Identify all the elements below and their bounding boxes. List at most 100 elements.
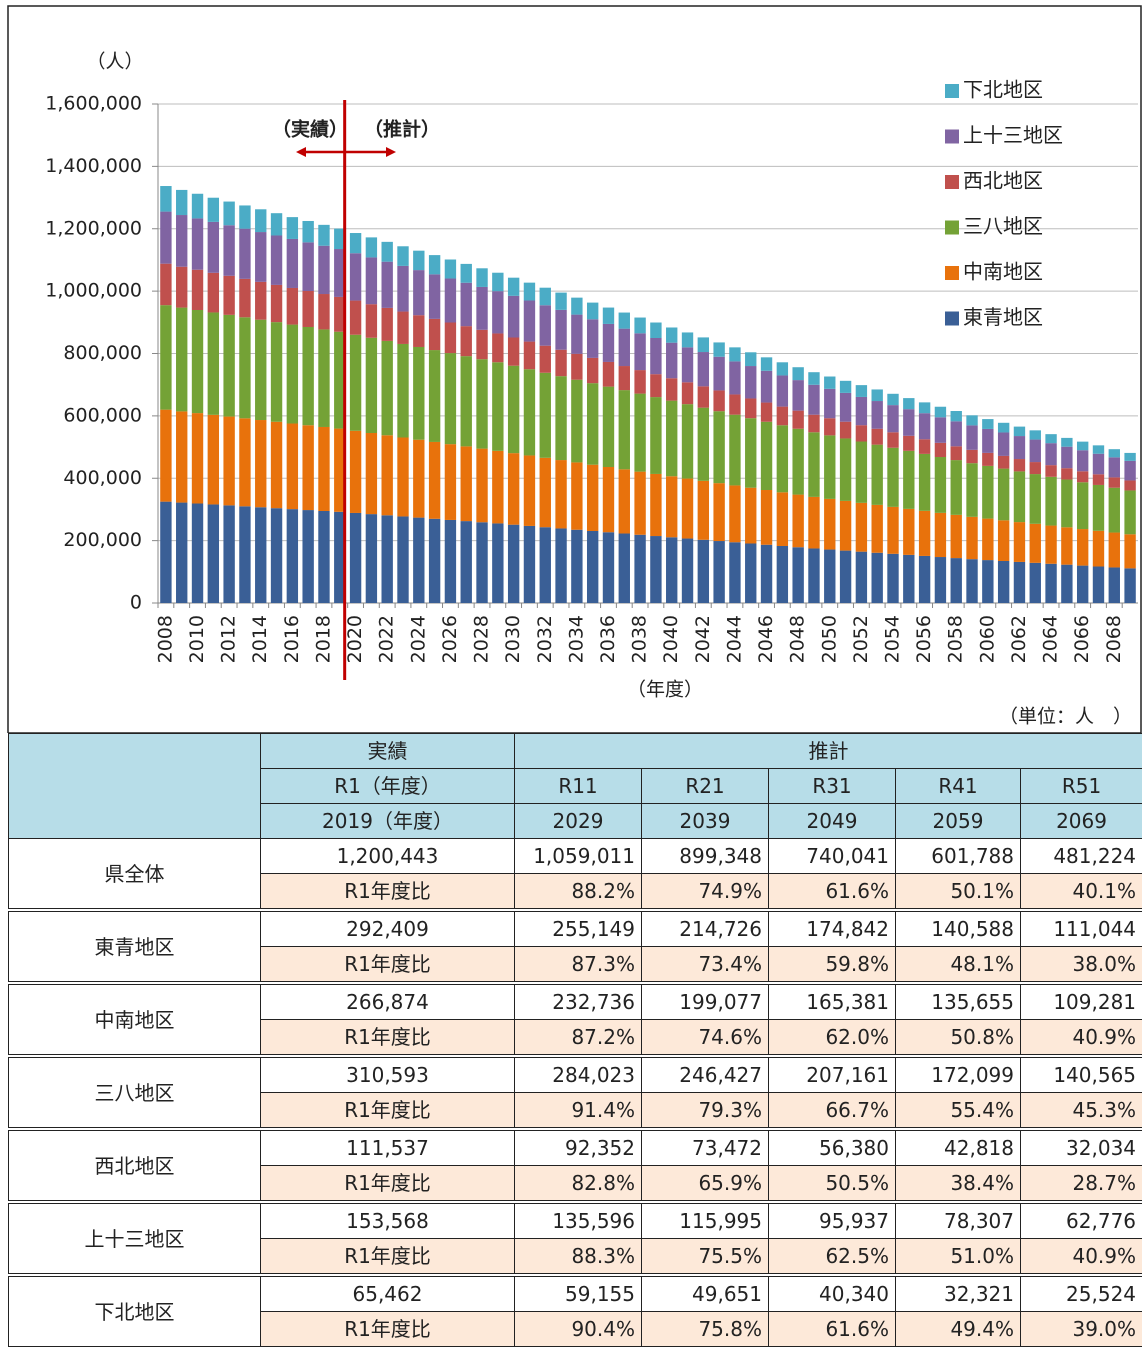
data-table: 実績 推計 R1（年度） R11 R21 R31 R41 R51 2019（年度） 2029 203…	[8, 733, 1142, 1347]
table-cell: 199,077	[641, 981, 769, 1020]
bar-segment	[365, 304, 378, 338]
legend-swatch	[945, 129, 959, 144]
table-row: R1年度比 87.3% 73.4% 59.8% 48.1% 38.0%	[9, 946, 1142, 984]
bar-segment	[318, 224, 330, 246]
bar-segment	[539, 457, 551, 528]
bar-segment	[839, 380, 852, 393]
table-cell: 56,380	[768, 1127, 896, 1166]
bar-segment	[255, 281, 267, 320]
bar-segment	[302, 425, 314, 511]
bar-segment	[760, 490, 773, 545]
table-cell: 111,044	[1019, 908, 1142, 947]
bar-segment	[207, 312, 220, 415]
table-cell: 255,149	[514, 908, 642, 947]
table-row: 2019（年度） 2029 2039 2049 2059 2069	[9, 803, 1142, 839]
annotation: （推計）	[364, 118, 440, 141]
bar-segment	[729, 347, 741, 362]
table-cell: 40.9%	[1019, 1238, 1142, 1276]
bar-segment	[634, 317, 646, 334]
table-cell: 87.3%	[514, 946, 642, 984]
x-tick-label: 2012	[218, 615, 240, 663]
bar-segment	[666, 342, 678, 379]
table-cell: 95,937	[768, 1200, 896, 1239]
table-cell: 65.9%	[641, 1165, 769, 1203]
bar-segment	[650, 536, 662, 603]
bar-segment	[492, 523, 504, 603]
bar-segment	[571, 529, 583, 603]
bar-segment	[808, 384, 820, 415]
bar-segment	[586, 530, 599, 603]
bar-segment	[176, 411, 188, 503]
table-cell: 207,161	[768, 1054, 896, 1093]
bar-segment	[1029, 462, 1041, 475]
table-row: 三八地区 310,593 284,023 246,427 207,161 172,099 1…	[8, 1054, 1142, 1130]
table-cell: 西北地区	[8, 1127, 261, 1203]
bar-segment	[1029, 439, 1041, 463]
bar-segment	[839, 438, 852, 501]
bar-segment	[349, 512, 362, 603]
bar-segment	[444, 353, 457, 445]
bar-segment	[1092, 453, 1105, 475]
bar-segment	[507, 365, 520, 454]
x-tick-label: 2020	[344, 615, 366, 663]
x-tick-label: 2022	[376, 615, 398, 663]
x-tick-label: 2010	[186, 615, 208, 663]
bar-segment	[507, 295, 520, 338]
bar-segment	[428, 350, 441, 442]
bar-segment	[745, 366, 757, 399]
bar-segment	[397, 311, 409, 344]
bar-segment	[618, 366, 630, 391]
bar-segment	[871, 428, 883, 445]
bar-segment	[1061, 564, 1073, 603]
bar-segment	[934, 512, 947, 558]
legend-label: 東青地区	[963, 305, 1043, 329]
bar-segment	[618, 533, 630, 603]
bar-segment	[507, 277, 520, 296]
bar-segment	[286, 509, 299, 603]
bar-segment	[887, 553, 899, 603]
bar-segment	[334, 511, 346, 603]
table-cell: 66.7%	[768, 1092, 896, 1130]
table-cell: 62,776	[1019, 1200, 1142, 1239]
x-tick-label: 2046	[755, 615, 777, 663]
table-cell: 1,200,443	[260, 838, 515, 874]
table-cell: 59.8%	[768, 946, 896, 984]
bar-segment	[934, 417, 947, 443]
table-cell: R1年度比	[260, 946, 515, 984]
bar-segment	[571, 314, 583, 354]
bar-segment	[397, 343, 409, 438]
x-tick-label: 2054	[882, 615, 904, 663]
bar-segment	[523, 455, 536, 526]
bar-segment	[997, 520, 1010, 561]
bar-segment	[602, 361, 615, 387]
bar-segment	[207, 272, 220, 313]
table-row: R1年度比 87.2% 74.6% 62.0% 50.8% 40.9%	[9, 1019, 1142, 1057]
table-cell: 284,023	[514, 1054, 642, 1093]
bar-segment	[1076, 450, 1089, 472]
bar-segment	[729, 414, 741, 486]
bar-segment	[887, 393, 899, 406]
bar-segment	[918, 510, 931, 556]
x-tick-label: 2038	[629, 615, 651, 663]
bar-segment	[223, 225, 235, 276]
bar-segment	[602, 466, 615, 533]
bar-segment	[1045, 525, 1057, 564]
bar-segment	[476, 359, 488, 449]
bar-segment	[460, 263, 472, 283]
bar-segment	[286, 238, 299, 288]
table-cell: 140,565	[1019, 1054, 1142, 1093]
table-row: 中南地区 266,874 232,736 199,077 165,381 135,655 1…	[8, 981, 1142, 1057]
x-tick-label: 2064	[1040, 615, 1062, 663]
bar-segment	[934, 442, 947, 458]
bar-segment	[349, 233, 362, 254]
bar-segment	[1124, 480, 1136, 491]
bar-segment	[365, 514, 378, 603]
bar-segment	[729, 361, 741, 395]
bar-segment	[381, 307, 393, 341]
bar-segment	[745, 352, 757, 367]
table-cell: 県全体	[8, 838, 261, 911]
y-tick-label: 600,000	[63, 404, 142, 426]
bar-segment	[239, 228, 251, 279]
bar-segment	[381, 435, 393, 516]
bar-segment	[808, 496, 820, 549]
